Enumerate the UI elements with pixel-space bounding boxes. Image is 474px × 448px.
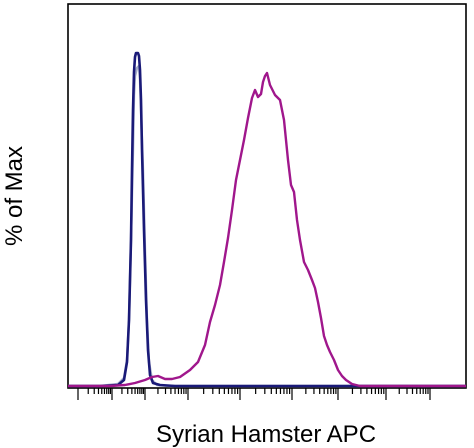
x-axis-ticks: [77, 388, 431, 400]
histogram-series-3: [68, 71, 466, 388]
histogram-series-2: [68, 51, 466, 388]
plot-frame: [67, 3, 467, 389]
y-axis-title: % of Max: [1, 146, 28, 246]
x-axis-title: Syrian Hamster APC: [156, 421, 376, 448]
series-layer: [68, 51, 466, 388]
